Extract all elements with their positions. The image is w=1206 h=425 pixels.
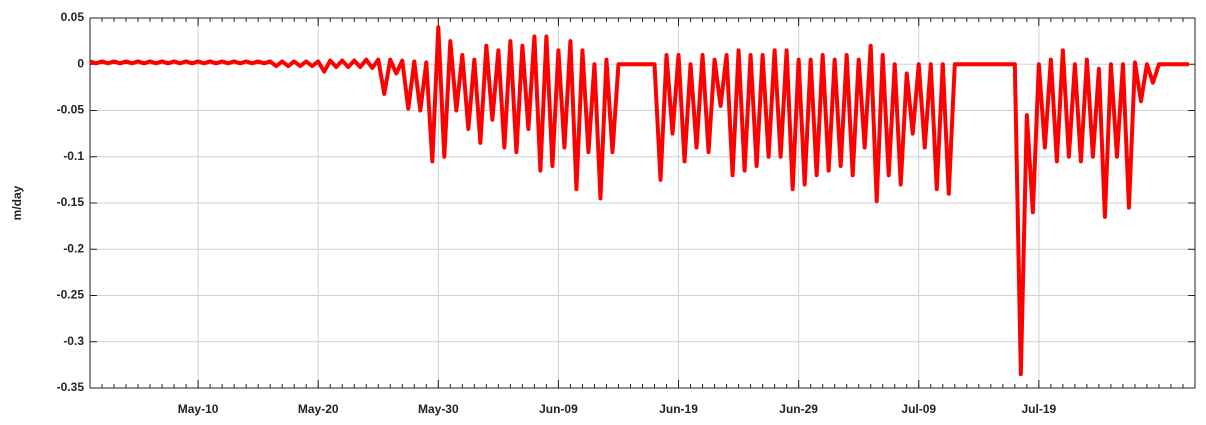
x-tick-label: May-20	[298, 402, 339, 416]
y-tick-label: -0.1	[63, 149, 84, 163]
y-tick-label: -0.35	[57, 380, 85, 394]
x-tick-label: May-30	[418, 402, 459, 416]
y-tick-label: 0.05	[61, 10, 85, 24]
x-tick-label: Jun-09	[539, 402, 578, 416]
y-tick-label: -0.3	[63, 334, 84, 348]
y-axis-label: m/day	[10, 185, 24, 220]
data-line	[89, 25, 1189, 377]
x-tick-label: Jun-19	[659, 402, 698, 416]
x-tick-label: Jul-09	[901, 402, 936, 416]
y-tick-label: 0	[77, 56, 84, 70]
x-tick-label: Jul-19	[1022, 402, 1057, 416]
y-tick-label: -0.05	[57, 103, 85, 117]
y-tick-label: -0.15	[57, 195, 85, 209]
x-tick-label: May-10	[178, 402, 219, 416]
x-tick-label: Jun-29	[779, 402, 818, 416]
y-tick-label: -0.2	[63, 241, 84, 255]
plot-frame	[89, 17, 1196, 389]
y-tick-label: -0.25	[57, 288, 85, 302]
